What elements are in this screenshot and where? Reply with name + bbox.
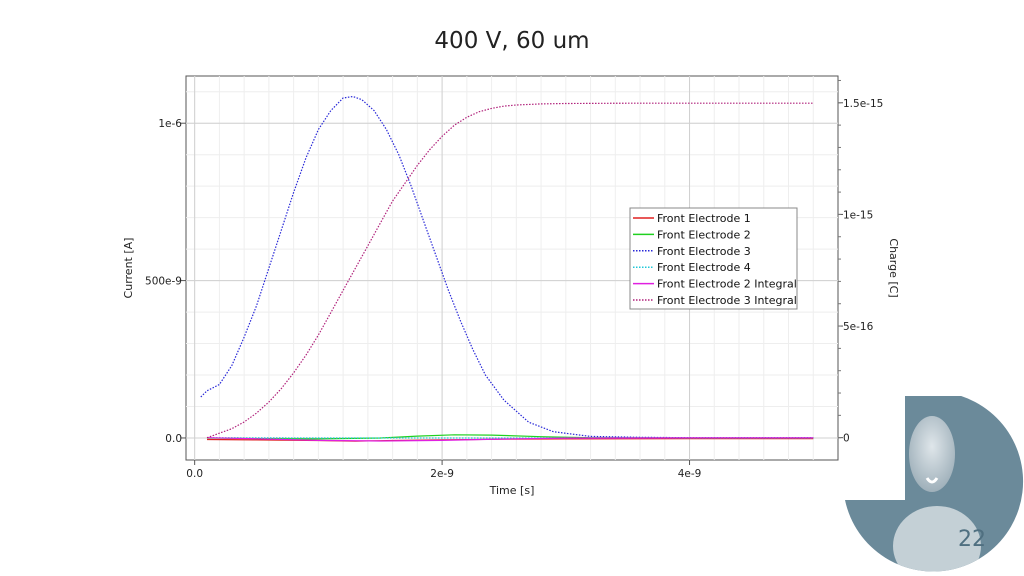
webcam-feed [845,396,1024,572]
legend-label: Front Electrode 1 [657,212,751,225]
legend: Front Electrode 1 Front Electrode 2 Front … [629,207,798,310]
y-tick-label: 1e-6 [158,118,182,130]
x-tick-label: 0.0 [186,468,203,480]
y-tick-label: 500e-9 [145,276,182,288]
y2-tick-label: 0 [843,433,850,445]
legend-label: Front Electrode 2 Integral [657,278,797,291]
y2-axis-label: Charge [C] [887,238,900,297]
y2-tick-label: 5e-16 [843,321,874,333]
presenter-webcam-overlay [845,396,1024,572]
series-line-6 [206,102,814,439]
legend-box [629,207,798,310]
x-tick-label: 4e-9 [678,468,702,480]
series-line-5 [206,437,814,442]
slide-title: 400 V, 60 um [434,28,590,54]
x-axis-label: Time [s] [489,484,535,497]
grid-layer [186,76,838,460]
ticks-layer: 0.0 2e-9 4e-9 0.0 500e-9 1e-6 0 5e-16 1e-15 1.5e-… [145,79,883,480]
y-tick-label: 0.0 [165,433,182,445]
y2-tick-label: 1.5e-15 [843,98,883,110]
legend-label: Front Electrode 3 [657,245,751,258]
presenter-body [893,506,981,572]
presenter-head [909,416,955,492]
y-axis-label: Current [A] [122,238,135,299]
legend-label: Front Electrode 3 Integral [657,294,797,307]
series-line-3 [200,95,814,439]
x-tick-label: 2e-9 [430,468,454,480]
legend-label: Front Electrode 4 [657,261,751,274]
y2-tick-label: 1e-15 [843,209,873,221]
page-number: 22 [958,527,986,552]
series-layer [200,95,814,442]
legend-label: Front Electrode 2 [657,228,751,241]
